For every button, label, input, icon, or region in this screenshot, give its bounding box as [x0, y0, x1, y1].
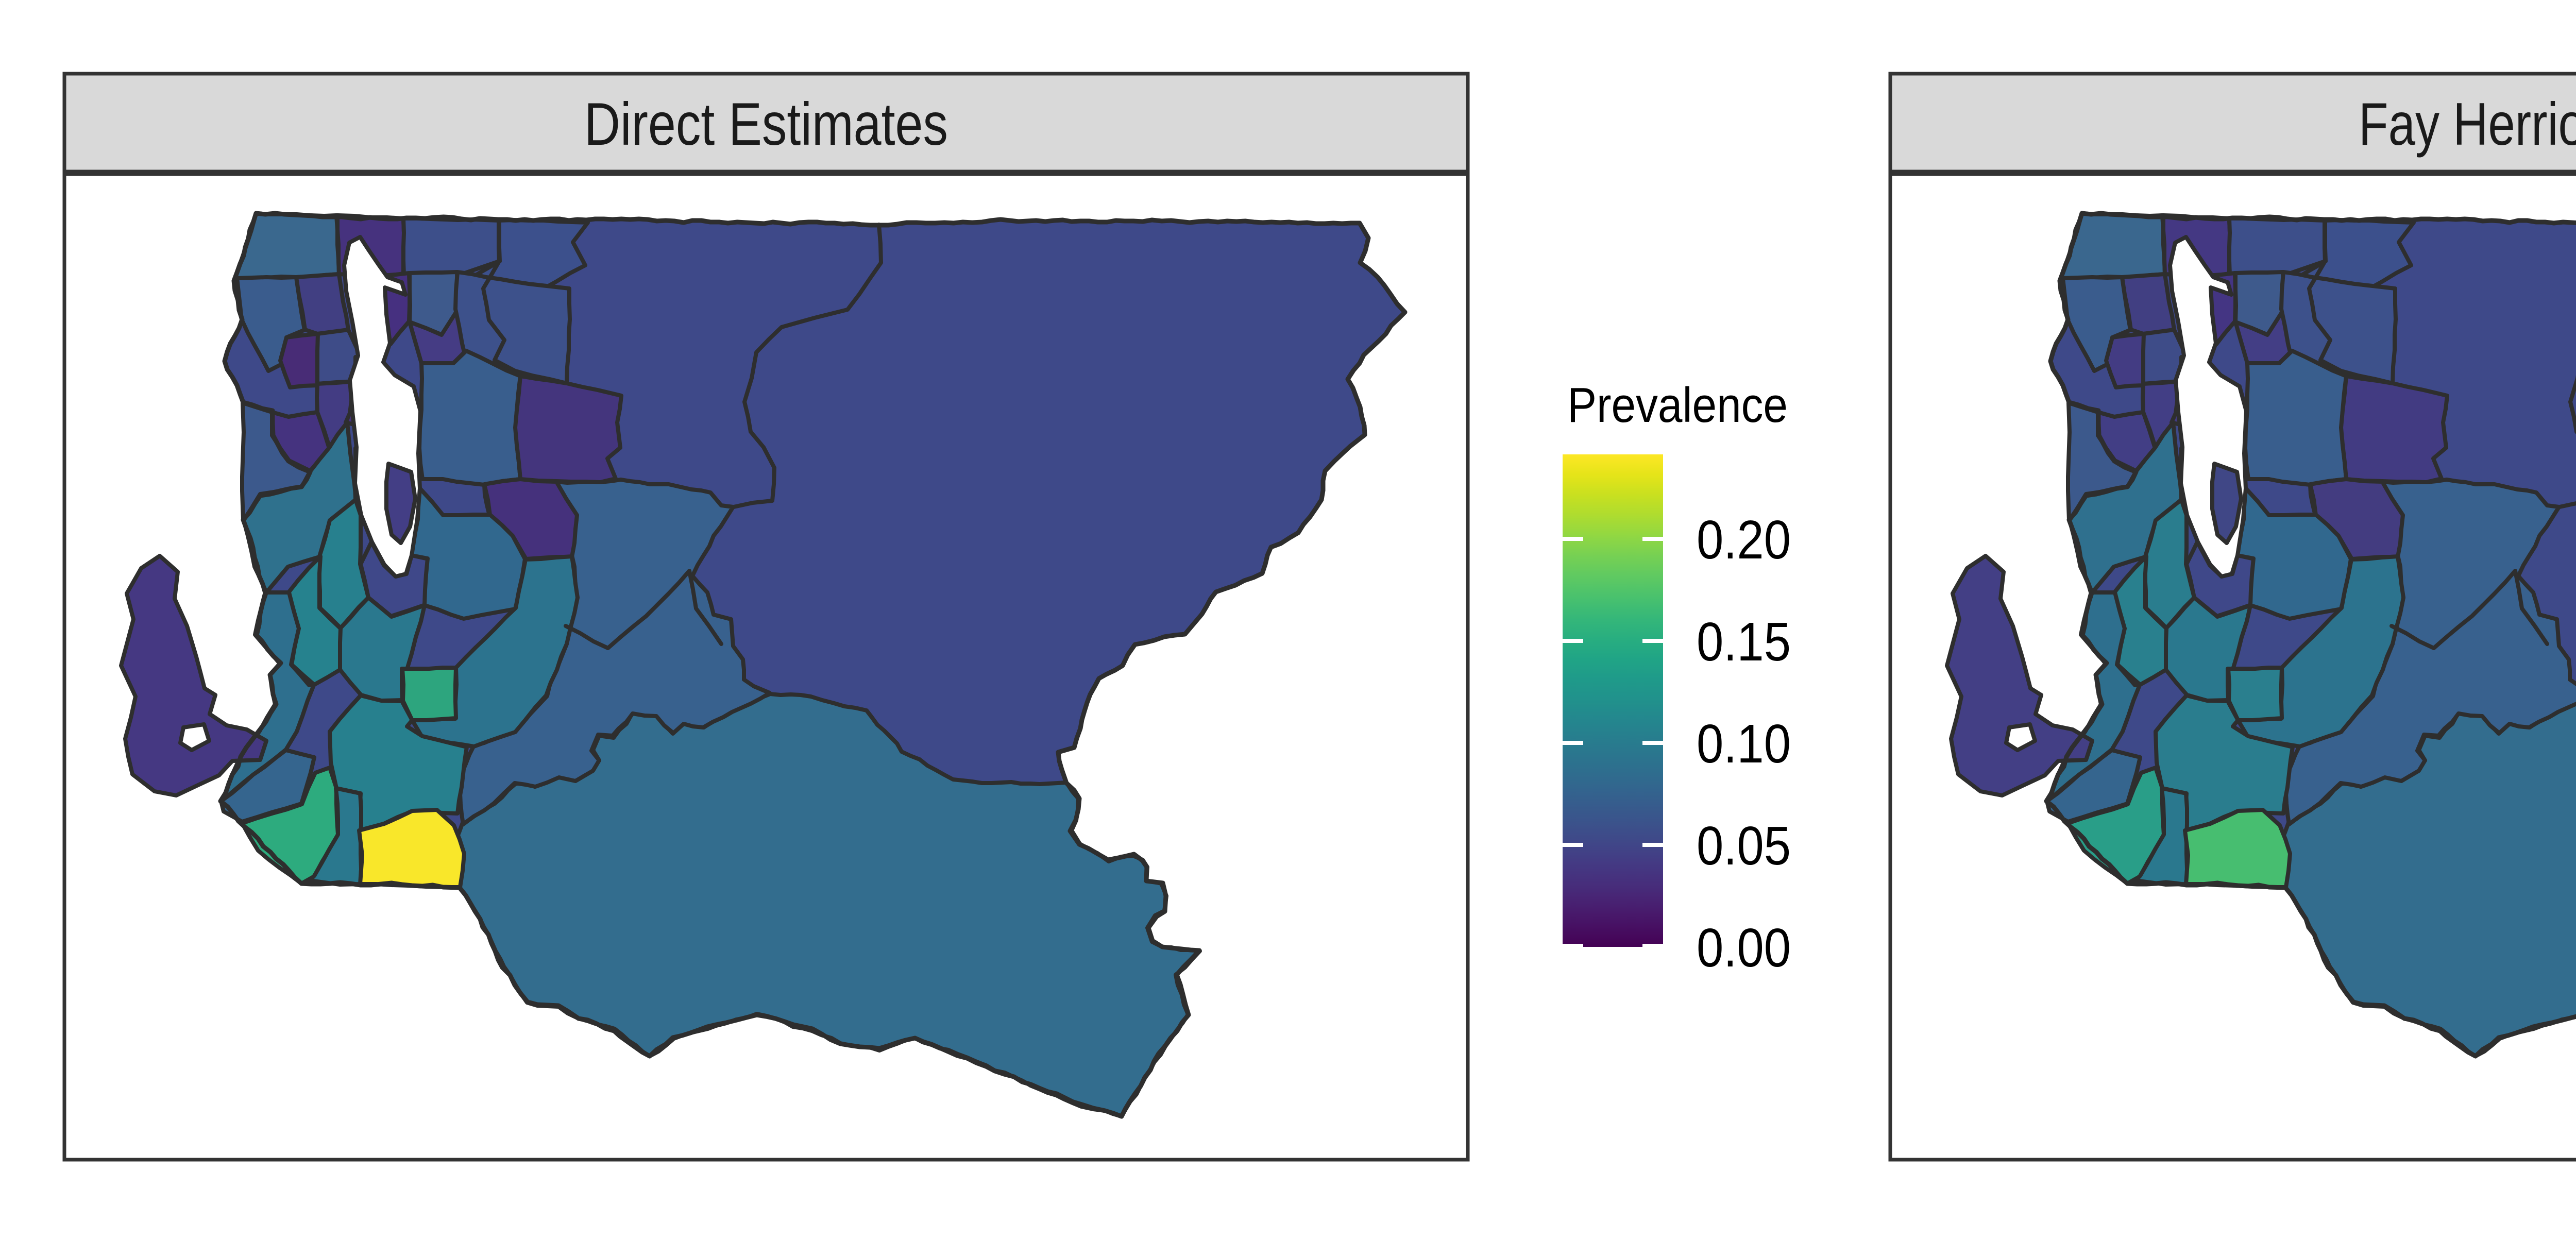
svg-text:0.10: 0.10	[1697, 714, 1791, 774]
svg-text:0.00: 0.00	[1697, 918, 1791, 978]
svg-text:0.15: 0.15	[1697, 612, 1791, 672]
svg-text:Direct Estimates: Direct Estimates	[584, 90, 948, 158]
svg-text:Prevalence: Prevalence	[1567, 378, 1788, 433]
svg-text:0.05: 0.05	[1697, 816, 1791, 876]
svg-text:0.20: 0.20	[1697, 510, 1791, 570]
svg-text:Fay Herriot Estimates: Fay Herriot Estimates	[2359, 90, 2576, 158]
